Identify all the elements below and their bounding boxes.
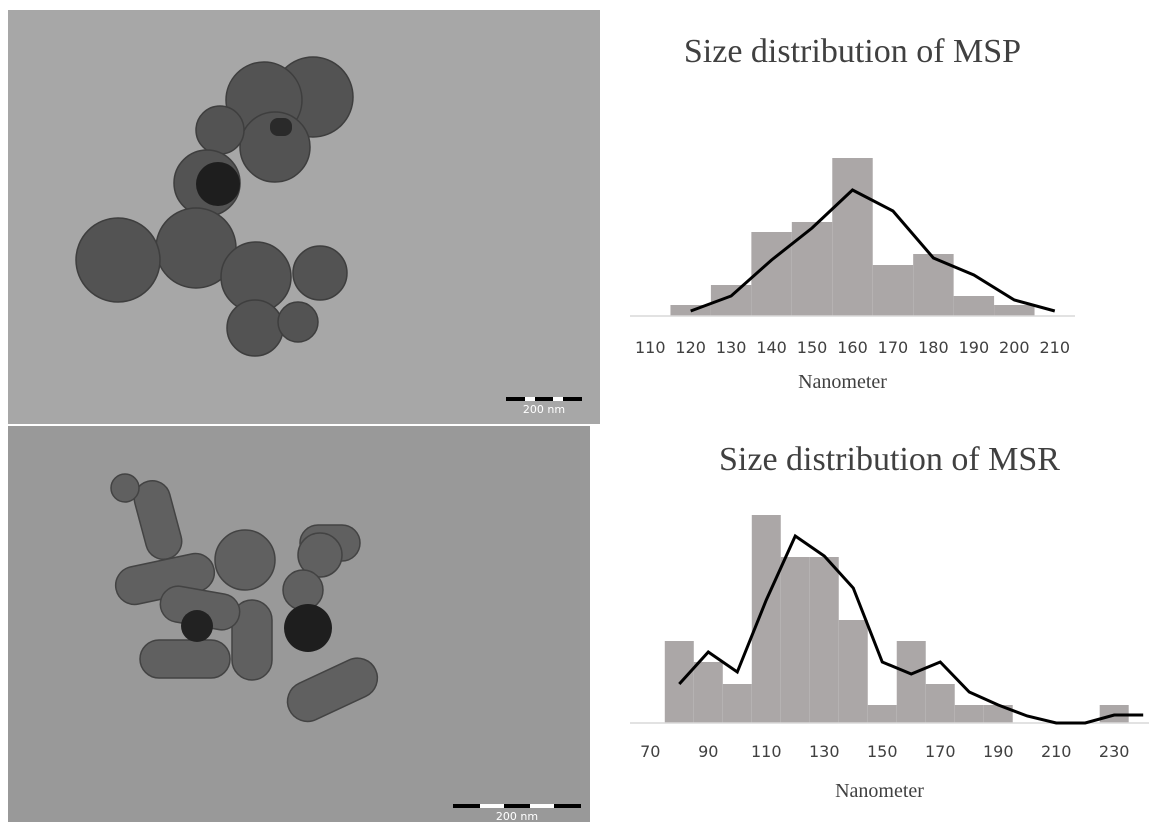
x-tick-label: 190 (983, 742, 1014, 761)
micrograph-bottom: 200 nm (8, 426, 590, 823)
x-tick-label: 200 (999, 338, 1030, 357)
bar (792, 222, 832, 316)
scale-label: 200 nm (496, 810, 538, 823)
x-tick-label: 190 (959, 338, 990, 357)
bar (723, 684, 752, 723)
bar (781, 557, 810, 723)
x-tick-label: 130 (809, 742, 840, 761)
x-axis-label: Nanometer (835, 780, 924, 802)
bar (897, 641, 926, 723)
x-tick-label: 110 (751, 742, 782, 761)
bar (954, 296, 994, 316)
bar (839, 620, 868, 723)
x-tick-label: 110 (635, 338, 666, 357)
x-tick-label: 70 (640, 742, 660, 761)
bar (810, 557, 839, 723)
x-tick-label: 170 (925, 742, 956, 761)
chart-title: Size distribution of MSR (719, 441, 1060, 478)
bar (926, 684, 955, 723)
bar (752, 515, 781, 723)
x-tick-label: 90 (698, 742, 718, 761)
x-tick-label: 230 (1099, 742, 1130, 761)
x-tick-label: 150 (797, 338, 828, 357)
figure: 200 nm 200 nm Size distribution of MSP 11… (0, 0, 1150, 825)
x-tick-label: 140 (756, 338, 787, 357)
bar (832, 158, 872, 316)
x-tick-label: 210 (1041, 742, 1072, 761)
x-tick-label: 120 (675, 338, 706, 357)
chart-title: Size distribution of MSP (684, 33, 1021, 70)
x-tick-label: 210 (1039, 338, 1070, 357)
scale-label: 200 nm (523, 403, 565, 416)
x-tick-label: 150 (867, 742, 898, 761)
x-tick-label: 170 (878, 338, 909, 357)
x-tick-label: 160 (837, 338, 868, 357)
micrograph-top: 200 nm (8, 10, 600, 424)
bar (873, 265, 913, 316)
x-tick-label: 130 (716, 338, 747, 357)
bar (994, 305, 1034, 316)
x-axis-label: Nanometer (798, 371, 887, 393)
bar (868, 705, 897, 723)
x-tick-label: 180 (918, 338, 949, 357)
bar (955, 705, 984, 723)
bar (694, 662, 723, 723)
